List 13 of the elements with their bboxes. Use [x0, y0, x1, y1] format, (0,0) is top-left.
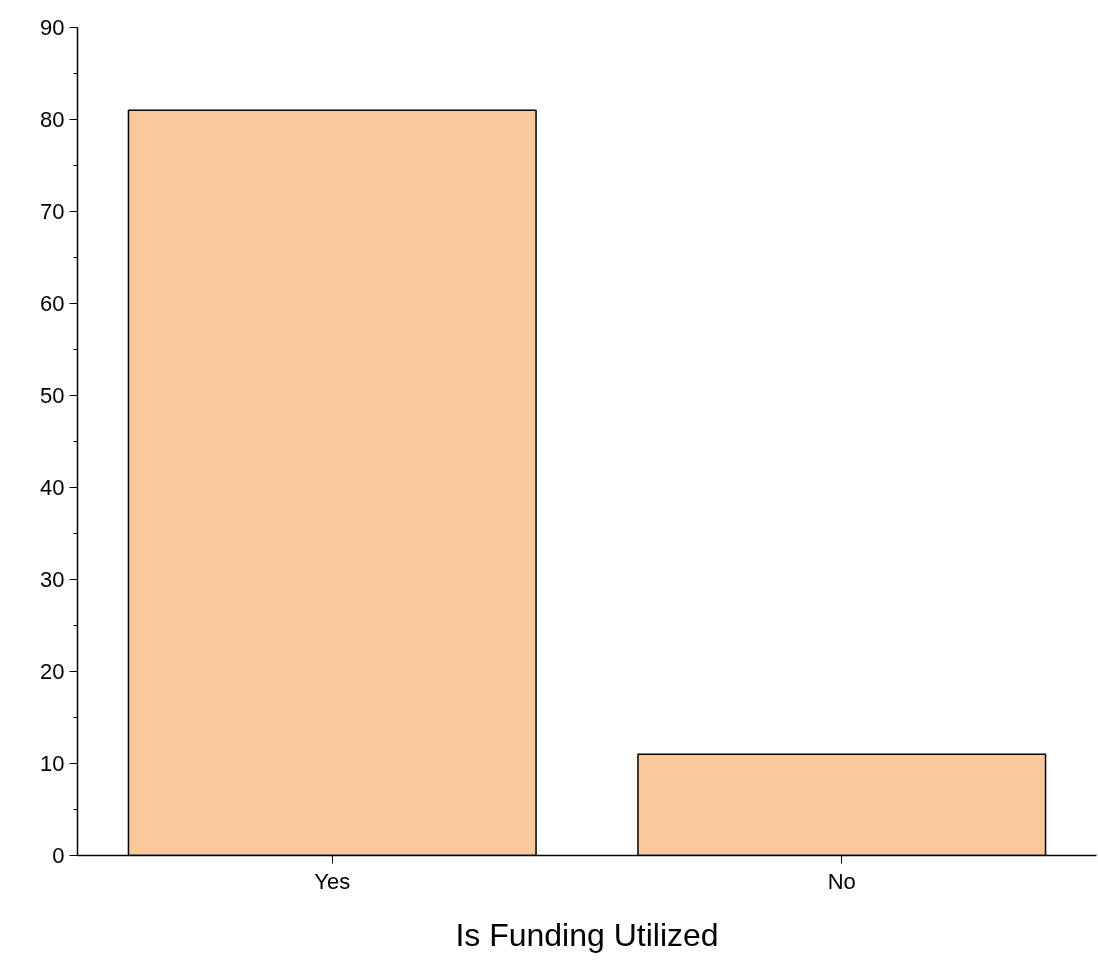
y-tick-label: 90 [40, 15, 65, 40]
y-tick-label: 10 [40, 751, 65, 776]
y-tick-label: 60 [40, 291, 65, 316]
y-tick-label: 30 [40, 567, 65, 592]
y-tick-label: 80 [40, 107, 65, 132]
x-tick-label: No [827, 868, 856, 894]
x-axis-title: Is Funding Utilized [455, 916, 719, 953]
y-tick-label: 0 [52, 843, 65, 868]
y-tick-label: 50 [40, 383, 65, 408]
x-tick-label: Yes [314, 868, 351, 894]
y-tick-label: 70 [40, 199, 65, 224]
y-tick-label: 20 [40, 659, 65, 684]
y-tick-label: 40 [40, 475, 65, 500]
